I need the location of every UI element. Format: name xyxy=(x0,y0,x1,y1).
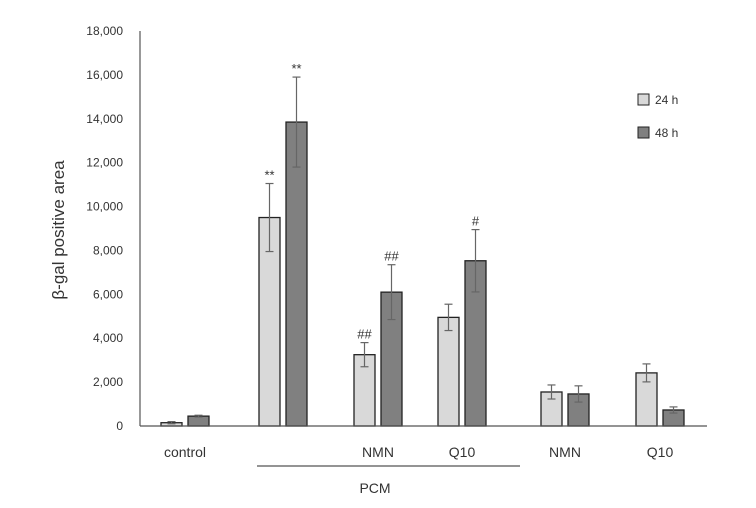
bar-48h-0 xyxy=(187,415,210,427)
significance-marker: ** xyxy=(291,61,301,76)
legend-label-0: 24 h xyxy=(655,93,678,107)
y-tick-label: 2,000 xyxy=(93,375,123,389)
y-tick-label: 10,000 xyxy=(86,200,123,214)
y-tick-label: 6,000 xyxy=(93,287,123,301)
bar-48h-1 xyxy=(285,121,308,427)
y-tick-label: 12,000 xyxy=(86,156,123,170)
y-tick-label: 18,000 xyxy=(86,24,123,38)
y-tick-label: 4,000 xyxy=(93,331,123,345)
y-tick-label: 8,000 xyxy=(93,243,123,257)
y-tick-label: 0 xyxy=(116,419,123,433)
x-tick-label: NMN xyxy=(362,444,394,460)
x-tick-label: Q10 xyxy=(647,444,674,460)
legend-swatch-1 xyxy=(637,126,650,139)
y-tick-label: 16,000 xyxy=(86,68,123,82)
x-tick-label: NMN xyxy=(549,444,581,460)
significance-marker: ## xyxy=(384,249,399,264)
significance-marker: ## xyxy=(357,327,372,342)
legend-swatch-0 xyxy=(637,93,650,106)
x-tick-label: Q10 xyxy=(449,444,476,460)
legend-label-1: 48 h xyxy=(655,126,678,140)
bar-24h-3 xyxy=(437,316,460,427)
y-axis-label: β-gal positive area xyxy=(49,160,68,300)
x-tick-label: control xyxy=(164,444,206,460)
group-label-pcm: PCM xyxy=(359,480,390,496)
significance-marker: ** xyxy=(264,168,274,183)
significance-marker: # xyxy=(472,214,480,229)
y-tick-label: 14,000 xyxy=(86,112,123,126)
